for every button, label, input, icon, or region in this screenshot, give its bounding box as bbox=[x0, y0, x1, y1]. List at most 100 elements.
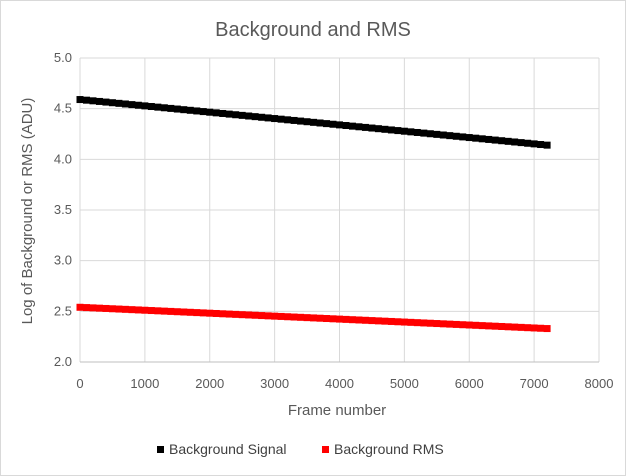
data-point bbox=[290, 116, 298, 124]
legend-marker-background-signal bbox=[157, 446, 164, 453]
series-0 bbox=[76, 96, 551, 149]
data-point bbox=[238, 311, 246, 319]
data-point bbox=[498, 322, 506, 330]
y-axis-title: Log of Background or RMS (ADU) bbox=[19, 98, 36, 325]
data-point bbox=[89, 97, 97, 105]
data-point bbox=[413, 319, 421, 327]
data-point bbox=[342, 315, 350, 323]
data-point bbox=[465, 134, 473, 142]
data-point bbox=[121, 100, 129, 108]
x-tick-label: 2000 bbox=[195, 376, 224, 391]
data-point bbox=[141, 102, 149, 110]
data-point bbox=[485, 322, 493, 330]
data-point bbox=[504, 323, 512, 331]
data-point bbox=[303, 118, 311, 126]
data-point bbox=[524, 324, 532, 332]
data-point bbox=[336, 121, 343, 129]
data-point bbox=[368, 317, 376, 325]
data-point bbox=[225, 310, 233, 318]
y-tick-label: 2.5 bbox=[54, 303, 72, 318]
data-point bbox=[82, 96, 90, 104]
y-tick-label: 3.5 bbox=[54, 202, 72, 217]
data-point bbox=[530, 324, 538, 332]
data-point bbox=[147, 307, 155, 315]
data-points bbox=[76, 96, 551, 333]
data-point bbox=[472, 321, 480, 329]
data-point bbox=[225, 110, 233, 118]
data-point bbox=[121, 305, 129, 313]
data-point bbox=[102, 98, 110, 106]
x-tick-label: 6000 bbox=[455, 376, 484, 391]
data-point bbox=[543, 141, 551, 149]
data-point bbox=[491, 136, 499, 144]
data-point bbox=[433, 130, 441, 138]
data-point bbox=[251, 113, 259, 121]
data-point bbox=[472, 134, 480, 142]
data-point bbox=[219, 109, 227, 117]
data-point bbox=[95, 304, 103, 312]
data-point bbox=[154, 307, 162, 315]
data-point bbox=[381, 317, 389, 325]
data-point bbox=[387, 317, 395, 325]
data-point bbox=[258, 312, 266, 320]
data-point bbox=[420, 129, 428, 137]
data-point bbox=[400, 127, 408, 135]
data-point bbox=[407, 128, 415, 136]
data-point bbox=[264, 114, 272, 122]
data-point bbox=[173, 308, 181, 316]
legend-marker-background-rms bbox=[322, 446, 329, 453]
data-point bbox=[348, 316, 356, 324]
data-point bbox=[310, 314, 318, 322]
data-point bbox=[374, 317, 382, 325]
data-point bbox=[264, 312, 272, 320]
data-point bbox=[491, 322, 499, 330]
series-1 bbox=[76, 303, 551, 333]
data-point bbox=[433, 320, 441, 328]
data-point bbox=[212, 309, 220, 317]
y-tick-labels: 2.0 2.5 3.0 3.5 4.0 4.5 5.0 bbox=[54, 50, 72, 369]
data-point bbox=[361, 316, 369, 324]
data-point bbox=[251, 311, 259, 319]
y-tick-label: 4.5 bbox=[54, 101, 72, 116]
data-point bbox=[297, 117, 305, 125]
data-point bbox=[271, 312, 279, 320]
data-point bbox=[355, 123, 363, 131]
data-point bbox=[160, 104, 168, 112]
data-point bbox=[426, 130, 434, 138]
data-point bbox=[394, 318, 402, 326]
data-point bbox=[102, 304, 110, 312]
data-point bbox=[199, 309, 207, 317]
data-point bbox=[245, 112, 253, 120]
data-point bbox=[530, 140, 538, 148]
data-point bbox=[167, 104, 175, 112]
data-point bbox=[128, 101, 136, 109]
data-point bbox=[115, 305, 123, 313]
data-point bbox=[160, 307, 168, 315]
data-point bbox=[387, 126, 395, 134]
data-point bbox=[439, 320, 447, 328]
data-point bbox=[284, 116, 292, 124]
data-point bbox=[173, 105, 181, 113]
data-point bbox=[329, 120, 337, 128]
y-tick-label: 3.0 bbox=[54, 253, 72, 268]
legend-label-background-signal: Background Signal bbox=[169, 441, 287, 457]
data-point bbox=[459, 133, 467, 141]
chart-title: Background and RMS bbox=[215, 19, 411, 41]
data-point bbox=[537, 324, 545, 332]
data-point bbox=[511, 323, 519, 331]
legend-label-background-rms: Background RMS bbox=[334, 441, 444, 457]
data-point bbox=[446, 132, 454, 140]
data-point bbox=[186, 106, 194, 114]
data-point bbox=[310, 118, 318, 126]
data-point bbox=[258, 113, 266, 121]
x-tick-label: 8000 bbox=[585, 376, 614, 391]
data-point bbox=[316, 314, 324, 322]
data-point bbox=[504, 137, 512, 145]
data-point bbox=[361, 123, 369, 131]
data-point bbox=[245, 311, 253, 319]
data-point bbox=[439, 131, 447, 139]
data-point bbox=[524, 139, 532, 147]
data-point bbox=[316, 119, 324, 127]
data-point bbox=[238, 111, 246, 119]
data-point bbox=[465, 321, 473, 329]
